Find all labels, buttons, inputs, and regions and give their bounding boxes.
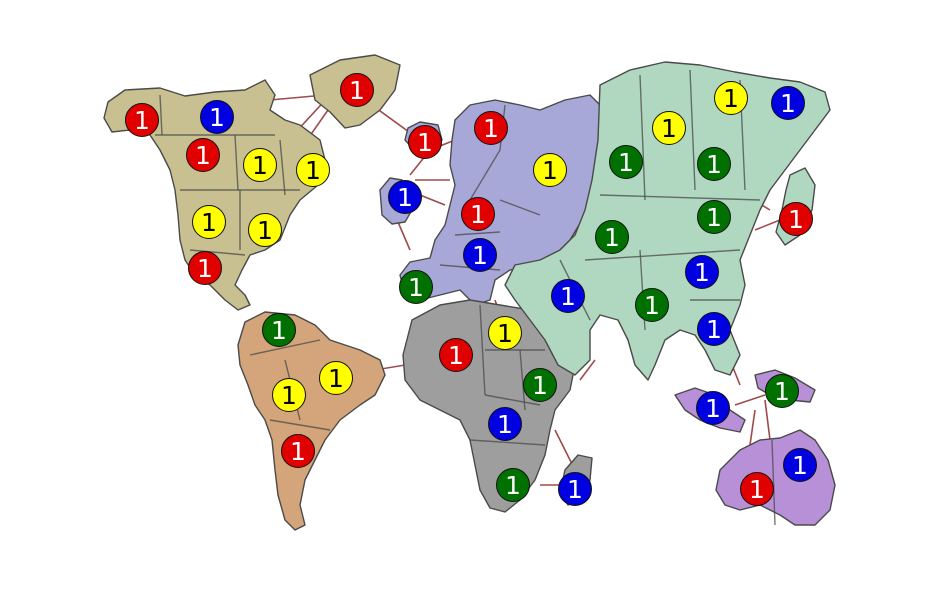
army-marker-northwest-territory[interactable]: 1 (200, 100, 234, 134)
army-marker-kamchatka[interactable]: 1 (771, 86, 805, 120)
army-marker-iceland[interactable]: 1 (408, 125, 442, 159)
army-marker-alaska[interactable]: 1 (125, 103, 159, 137)
army-marker-congo[interactable]: 1 (488, 407, 522, 441)
army-marker-scandinavia[interactable]: 1 (474, 111, 508, 145)
army-marker-madagascar[interactable]: 1 (558, 472, 592, 506)
army-marker-greenland[interactable]: 1 (340, 73, 374, 107)
army-marker-western-europe[interactable]: 1 (399, 270, 433, 304)
army-marker-japan[interactable]: 1 (779, 202, 813, 236)
south-america (237, 311, 386, 531)
army-marker-china[interactable]: 1 (685, 255, 719, 289)
army-marker-quebec[interactable]: 1 (296, 153, 330, 187)
army-marker-irkutsk[interactable]: 1 (697, 147, 731, 181)
army-marker-western-australia[interactable]: 1 (740, 472, 774, 506)
army-marker-india[interactable]: 1 (635, 288, 669, 322)
army-marker-ukraine[interactable]: 1 (533, 153, 567, 187)
army-marker-argentina[interactable]: 1 (281, 434, 315, 468)
army-marker-eastern-australia[interactable]: 1 (783, 448, 817, 482)
army-marker-southern-europe[interactable]: 1 (463, 238, 497, 272)
army-marker-western-us[interactable]: 1 (192, 205, 226, 239)
army-marker-central-america[interactable]: 1 (188, 251, 222, 285)
army-marker-north-africa[interactable]: 1 (439, 338, 473, 372)
army-marker-peru[interactable]: 1 (272, 378, 306, 412)
army-marker-yakutsk[interactable]: 1 (714, 81, 748, 115)
army-marker-great-britain[interactable]: 1 (388, 180, 422, 214)
army-marker-venezuela[interactable]: 1 (262, 313, 296, 347)
army-marker-middle-east[interactable]: 1 (551, 279, 585, 313)
army-marker-indonesia[interactable]: 1 (696, 391, 730, 425)
army-marker-south-africa[interactable]: 1 (496, 468, 530, 502)
army-marker-new-guinea[interactable]: 1 (765, 374, 799, 408)
army-marker-northern-europe[interactable]: 1 (461, 197, 495, 231)
army-marker-siam[interactable]: 1 (697, 312, 731, 346)
army-marker-egypt[interactable]: 1 (488, 316, 522, 350)
army-marker-siberia[interactable]: 1 (652, 111, 686, 145)
army-marker-afghanistan[interactable]: 1 (595, 220, 629, 254)
army-marker-east-africa[interactable]: 1 (523, 368, 557, 402)
army-marker-mongolia[interactable]: 1 (697, 200, 731, 234)
army-marker-ural[interactable]: 1 (609, 145, 643, 179)
army-marker-eastern-us[interactable]: 1 (248, 213, 282, 247)
army-marker-ontario[interactable]: 1 (243, 148, 277, 182)
army-marker-brazil[interactable]: 1 (319, 361, 353, 395)
army-marker-alberta[interactable]: 1 (186, 138, 220, 172)
